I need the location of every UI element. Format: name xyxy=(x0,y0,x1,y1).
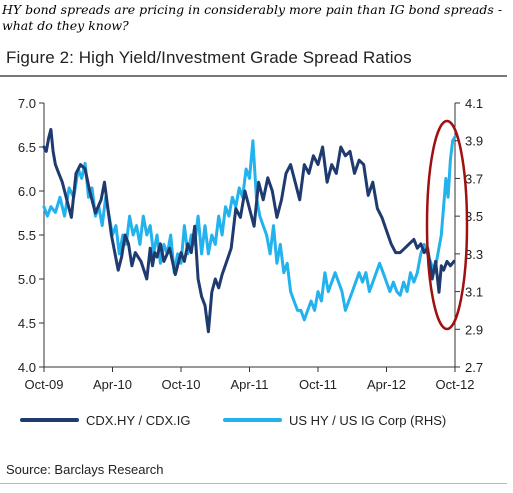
x-tick-label: Apr-12 xyxy=(367,377,406,392)
right-tick-label: 3.7 xyxy=(465,171,483,186)
bottom-rule xyxy=(0,483,507,484)
right-tick-label: 3.1 xyxy=(465,285,483,300)
right-tick-label: 3.9 xyxy=(465,134,483,149)
left-tick-label: 4.0 xyxy=(18,360,36,375)
left-tick-label: 7.0 xyxy=(18,96,36,111)
highlight-layer xyxy=(425,119,469,331)
chart-axes: 7.0 6.5 6.0 5.5 5.0 4.5 4.0 4.1 3.9 3.7 3.5 3.3 3.1 2… xyxy=(18,96,483,392)
legend-label-us-corp: US HY / US IG Corp (RHS) xyxy=(289,413,446,428)
figure-title: Figure 2: High Yield/Investment Grade Sp… xyxy=(6,48,412,67)
left-tick-label: 6.5 xyxy=(18,140,36,155)
right-tick-label: 4.1 xyxy=(465,96,483,111)
right-tick-label: 3.5 xyxy=(465,209,483,224)
series-line-us-corp xyxy=(42,135,457,322)
right-tick-label: 2.9 xyxy=(465,322,483,337)
title-rule xyxy=(0,75,507,77)
left-tick-label: 5.0 xyxy=(18,272,36,287)
source-note: Source: Barclays Research xyxy=(6,462,164,477)
highlight-ellipse xyxy=(425,119,469,331)
right-tick-label: 2.7 xyxy=(465,360,483,375)
left-tick-label: 4.5 xyxy=(18,316,36,331)
x-tick-label: Apr-11 xyxy=(230,377,268,392)
chart-legend: CDX.HY / CDX.IG US HY / US IG Corp (RHS) xyxy=(20,413,446,428)
x-tick-label: Apr-10 xyxy=(93,377,132,392)
x-tick-label: Oct-09 xyxy=(24,377,63,392)
chart-caption: HY bond spreads are pricing in considera… xyxy=(2,2,503,33)
series-line-cdx xyxy=(42,127,456,334)
left-tick-label: 5.5 xyxy=(18,228,36,243)
x-tick-label: Oct-12 xyxy=(435,377,474,392)
x-tick-label: Oct-10 xyxy=(161,377,200,392)
legend-label-cdx: CDX.HY / CDX.IG xyxy=(86,413,191,428)
x-tick-label: Oct-11 xyxy=(299,377,337,392)
chart-lines xyxy=(42,127,457,334)
left-tick-label: 6.0 xyxy=(18,184,36,199)
right-tick-label: 3.3 xyxy=(465,247,483,262)
